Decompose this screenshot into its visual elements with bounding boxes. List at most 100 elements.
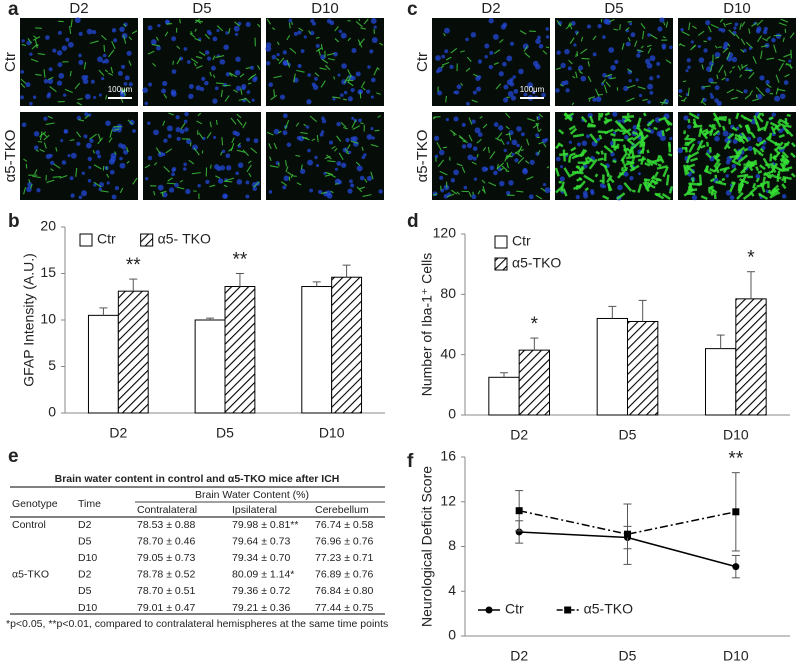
nucleus [453, 169, 459, 176]
nucleus [95, 150, 100, 155]
process [643, 178, 651, 182]
column-label: D10 [723, 0, 751, 17]
nucleus [612, 111, 618, 117]
process [710, 24, 719, 29]
process [164, 31, 169, 37]
nucleus [283, 60, 288, 66]
process [758, 193, 769, 201]
x-tick-label: D10 [723, 648, 749, 663]
process [153, 190, 156, 196]
nucleus [162, 80, 168, 87]
process [780, 154, 785, 163]
process [108, 137, 113, 143]
process [113, 151, 117, 155]
process [690, 157, 698, 162]
table-cell: D5 [78, 585, 92, 597]
process [623, 147, 630, 152]
nucleus [509, 41, 515, 46]
x-tick-label: D5 [216, 425, 234, 441]
process [35, 73, 42, 76]
process [626, 130, 632, 137]
process [740, 38, 746, 46]
nucleus [691, 195, 698, 201]
nucleus [81, 190, 87, 197]
process [247, 160, 252, 164]
bar [87, 314, 119, 414]
process [786, 113, 791, 117]
process [244, 97, 251, 104]
nucleus [33, 131, 40, 137]
nucleus [132, 129, 136, 133]
table-header: Brain Water Content (%) [195, 489, 309, 501]
legend-marker [485, 606, 493, 614]
nucleus [93, 95, 97, 99]
table-cell: 79.34 ± 0.70 [232, 552, 290, 564]
nucleus [714, 135, 720, 142]
nucleus [286, 142, 292, 148]
process [496, 162, 505, 169]
process [774, 141, 784, 151]
process [784, 28, 787, 34]
nucleus [223, 194, 228, 199]
process [342, 98, 347, 101]
nucleus [157, 23, 161, 28]
nucleus [656, 61, 661, 66]
process [195, 19, 204, 23]
process [587, 60, 590, 67]
process [731, 66, 736, 69]
process [678, 94, 683, 98]
process [763, 170, 774, 177]
process [326, 154, 332, 160]
nucleus [630, 32, 636, 38]
process [20, 83, 26, 88]
process [705, 152, 712, 159]
nucleus [358, 118, 362, 123]
process [50, 168, 54, 172]
table-cell: 78.70 ± 0.46 [137, 535, 195, 547]
process [215, 119, 218, 125]
process [237, 142, 241, 147]
process [439, 170, 448, 176]
process [345, 152, 350, 155]
process [266, 18, 272, 25]
nucleus [101, 77, 105, 81]
process [296, 69, 305, 73]
process [78, 119, 85, 122]
nucleus [234, 69, 241, 76]
nucleus [147, 25, 153, 31]
bar [488, 376, 520, 416]
nucleus [111, 194, 117, 200]
process [163, 166, 170, 173]
nucleus [434, 154, 439, 159]
nucleus [65, 37, 70, 42]
process [64, 88, 73, 94]
process [687, 118, 691, 124]
process [721, 177, 726, 182]
scale-bar-label: 100μm [108, 85, 133, 94]
process [565, 23, 573, 30]
nucleus [57, 30, 62, 35]
nucleus [162, 192, 168, 198]
process [535, 194, 543, 200]
process [769, 192, 778, 199]
process [696, 139, 704, 151]
process [567, 22, 571, 27]
process [285, 160, 287, 167]
process [236, 113, 242, 119]
nucleus [765, 88, 771, 94]
nucleus [266, 60, 271, 66]
process [69, 139, 75, 142]
nucleus [602, 184, 607, 189]
nucleus [108, 158, 115, 165]
nucleus [493, 122, 499, 127]
process [637, 86, 646, 90]
process [739, 74, 743, 78]
nucleus [192, 144, 198, 151]
process [738, 123, 743, 129]
process [376, 67, 380, 71]
process [613, 143, 620, 152]
process [773, 151, 781, 160]
process [557, 142, 564, 148]
process [661, 192, 671, 200]
process [293, 73, 296, 83]
